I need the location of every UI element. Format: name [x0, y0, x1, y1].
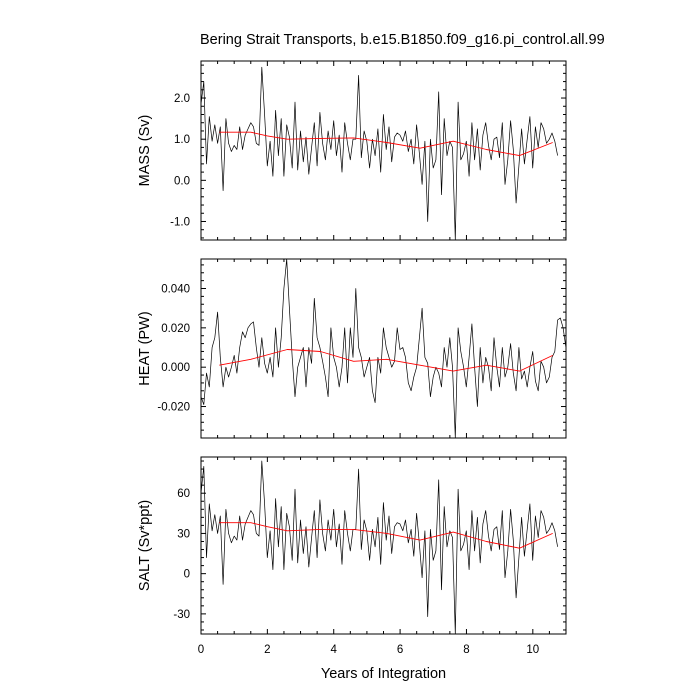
panel-mass: -1.0 0.0 1.0 2.0 MASS (Sv)	[137, 60, 567, 241]
salt-y-tick-label: 60	[177, 488, 190, 500]
panel-salt: -30 0 30 60 0 2 4 6 8 10 SALT (Sv*ppt)	[137, 456, 567, 656]
mass-raw-series-line	[201, 66, 558, 240]
mass-y-tick-label: 0.0	[174, 175, 190, 187]
salt-y-tick-label: -30	[173, 609, 190, 621]
heat-raw-series-line	[201, 259, 566, 438]
heat-y-tick-label: 0.000	[161, 362, 190, 374]
mass-y-tick-label: 2.0	[174, 93, 190, 105]
salt-plot-frame	[200, 456, 567, 635]
mass-smoothed-series-line	[219, 131, 553, 157]
salt-x-tick-label: 2	[264, 644, 270, 656]
salt-raw-series-line	[201, 460, 558, 634]
salt-x-tick-label: 6	[397, 644, 403, 656]
heat-y-tick-label: 0.040	[161, 284, 190, 296]
x-axis-label: Years of Integration	[320, 666, 447, 682]
salt-y-tick-label: 0	[184, 569, 190, 581]
mass-y-tick-label: -1.0	[170, 216, 190, 228]
salt-x-tick-label: 8	[463, 644, 469, 656]
heat-y-axis-label: HEAT (PW)	[137, 311, 153, 385]
heat-smoothed-series-line	[219, 349, 553, 372]
panel-heat: -0.020 0.000 0.020 0.040 HEAT (PW)	[137, 258, 567, 439]
heat-y-tick-label: 0.020	[161, 323, 190, 335]
salt-x-tick-label: 4	[331, 644, 338, 656]
salt-x-tick-label: 10	[526, 644, 539, 656]
mass-y-tick-label: 1.0	[174, 134, 190, 146]
salt-x-tick-label: 0	[198, 644, 204, 656]
heat-y-tick-label: -0.020	[157, 402, 190, 414]
salt-y-tick-label: 30	[177, 528, 190, 540]
chart-title: Bering Strait Transports, b.e15.B1850.f0…	[200, 32, 605, 48]
mass-y-axis-label: MASS (Sv)	[137, 115, 153, 187]
salt-y-axis-label: SALT (Sv*ppt)	[137, 500, 153, 591]
mass-plot-frame	[200, 60, 567, 241]
salt-smoothed-series-line	[219, 522, 553, 549]
